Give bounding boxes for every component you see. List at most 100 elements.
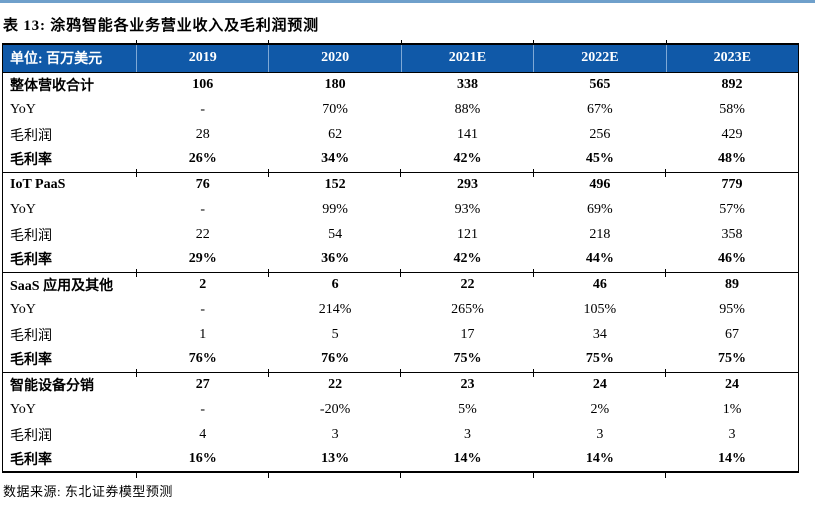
cell-value: 88% [454,101,481,117]
column-header-2022E: 2022E [533,39,667,73]
table-row: 毛利率 16% 13% 14% 14% 14% [3,447,799,478]
data-source-note: 数据来源: 东北证券模型预测 [3,484,173,499]
cell-value: - [200,101,206,117]
cell-value: 27 [135,369,269,397]
cell-value: 89 [665,269,799,297]
column-header-2020: 2020 [268,39,402,73]
row-label: YoY [10,401,36,417]
cell-value: 2% [590,401,610,417]
cell-value: 76% [188,351,217,367]
row-label: 智能设备分销 [2,371,137,397]
cell-value: 23 [400,369,534,397]
row-label: 毛利率 [10,353,52,369]
table-row: SaaS 应用及其他 2 6 22 46 89 [2,269,799,297]
cell-value: 95% [719,301,745,317]
cell-value: 106 [192,76,214,92]
cell-value: 34% [321,151,350,167]
table-row: YoY - -20% 5% 2% 1% [3,397,799,422]
cell-value: 17 [460,326,475,342]
cell-value: - [200,401,206,417]
cell-value: 14% [665,447,798,478]
cell-value: 2 [135,269,269,297]
row-label: 毛利率 [10,153,52,169]
cell-value: 14% [532,447,666,478]
cell-value: 75% [453,351,482,367]
row-label: 毛利润 [10,128,52,144]
cell-value: 496 [532,169,667,197]
cell-value: 58% [719,101,745,117]
cell-value: 99% [322,201,348,217]
table-row: 毛利润 22 54 121 218 358 [3,222,799,247]
row-label: YoY [10,101,36,117]
cell-value: 5% [458,401,477,417]
cell-value: 141 [456,126,478,142]
cell-value: 46% [718,251,747,267]
column-header-2021E: 2021E [400,39,534,73]
table-row: YoY - 70% 88% 67% 58% [3,97,799,122]
cell-value: 892 [721,76,743,92]
cell-value: -20% [319,401,351,417]
row-label: YoY [10,201,36,217]
cell-value: 3 [596,426,604,442]
row-label: YoY [10,301,36,317]
cell-value: 5 [331,326,339,342]
cell-value: 265% [451,301,484,317]
cell-value: 57% [719,201,745,217]
cell-value: 105% [583,301,617,317]
cell-value: 152 [267,169,402,197]
cell-value: 121 [456,226,478,242]
cell-value: 28 [195,126,210,142]
cell-value: 70% [322,101,348,117]
cell-value: 16% [135,447,269,478]
row-label: 毛利润 [10,428,52,444]
table-row: YoY - 99% 93% 69% 57% [3,197,799,222]
cell-value: 69% [587,201,613,217]
cell-value: 22 [400,269,534,297]
cell-value: 13% [267,447,401,478]
cell-value: 429 [721,126,743,142]
cell-value: 338 [456,76,478,92]
cell-value: 45% [585,151,614,167]
cell-value: 36% [321,251,350,267]
table-row: 毛利润 4 3 3 3 3 [3,422,799,447]
cell-value: 6 [267,269,402,297]
cell-value: 75% [585,351,614,367]
header-row: 单位: 百万美元 2019 2020 2021E 2022E 2023E [2,39,799,73]
cell-value: 46 [532,269,667,297]
cell-value: 3 [331,426,339,442]
cell-value: 76 [135,169,269,197]
cell-value: 26% [188,151,217,167]
table-body: 整体营收合计 106 180 338 565 892 YoY -70% 88% 67% 58% 毛利润… [2,72,799,478]
column-header-2019: 2019 [135,39,269,73]
cell-value: 54 [328,226,343,242]
row-label: 毛利率 [10,253,52,269]
row-label: IoT PaaS [2,171,137,197]
unit-label: 单位: 百万美元 [2,44,137,73]
cell-value: 42% [453,151,482,167]
revenue-forecast-table: 单位: 百万美元 2019 2020 2021E 2022E 2023E 整体营收合计 10… [2,39,799,478]
cell-value: 76% [321,351,350,367]
row-label: 毛利润 [10,228,52,244]
cell-value: 358 [721,226,743,242]
cell-value: 93% [454,201,481,217]
table-row: 毛利率 29% 36% 42% 44% 46% [3,247,799,272]
row-label: 毛利润 [10,328,52,344]
cell-value: 565 [589,76,611,92]
cell-value: 3 [463,426,471,442]
table-row: 毛利率 26% 34% 42% 45% 48% [3,147,799,172]
table-row: YoY - 214% 265% 105% 95% [3,297,799,322]
cell-value: 293 [400,169,534,197]
cell-value: 180 [324,76,346,92]
cell-value: 14% [400,447,533,478]
cell-value: - [200,201,206,217]
table-row: 智能设备分销 27 22 23 24 24 [2,369,799,397]
cell-value: 67 [725,326,740,342]
cell-value: 24 [665,369,799,397]
cell-value: 67% [587,101,613,117]
cell-value: 22 [267,369,402,397]
cell-value: - [200,301,206,317]
row-label: 整体营收合计 [10,78,94,94]
cell-value: 4 [199,426,207,442]
cell-value: 218 [589,226,611,242]
